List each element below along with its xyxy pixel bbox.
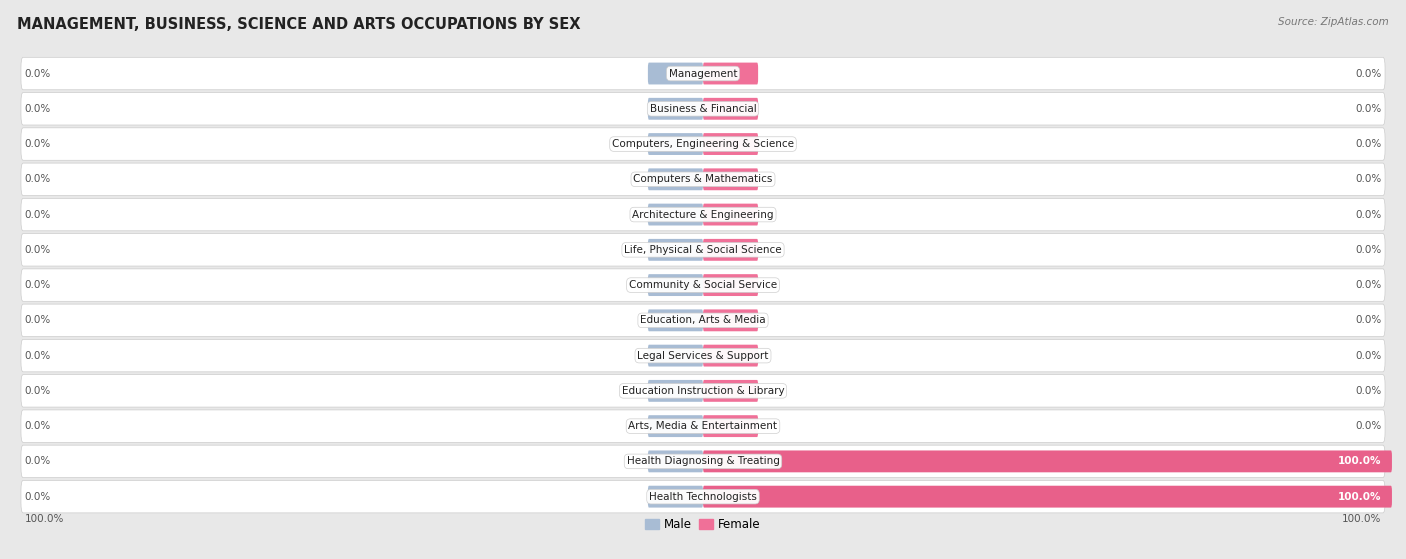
Text: 100.0%: 100.0%	[1339, 456, 1382, 466]
Text: 100.0%: 100.0%	[1343, 514, 1382, 524]
Legend: Male, Female: Male, Female	[641, 513, 765, 536]
Text: 0.0%: 0.0%	[1355, 421, 1382, 431]
Text: MANAGEMENT, BUSINESS, SCIENCE AND ARTS OCCUPATIONS BY SEX: MANAGEMENT, BUSINESS, SCIENCE AND ARTS O…	[17, 17, 581, 32]
Text: Health Technologists: Health Technologists	[650, 492, 756, 501]
FancyBboxPatch shape	[21, 375, 1385, 407]
Text: 0.0%: 0.0%	[24, 280, 51, 290]
Text: Computers, Engineering & Science: Computers, Engineering & Science	[612, 139, 794, 149]
FancyBboxPatch shape	[703, 345, 758, 367]
Text: Architecture & Engineering: Architecture & Engineering	[633, 210, 773, 220]
FancyBboxPatch shape	[21, 163, 1385, 196]
FancyBboxPatch shape	[21, 234, 1385, 266]
Text: Legal Services & Support: Legal Services & Support	[637, 350, 769, 361]
Text: 0.0%: 0.0%	[24, 492, 51, 501]
FancyBboxPatch shape	[648, 239, 703, 260]
FancyBboxPatch shape	[648, 63, 703, 84]
Text: Education Instruction & Library: Education Instruction & Library	[621, 386, 785, 396]
FancyBboxPatch shape	[703, 274, 758, 296]
FancyBboxPatch shape	[648, 380, 703, 402]
FancyBboxPatch shape	[703, 380, 758, 402]
FancyBboxPatch shape	[648, 345, 703, 367]
Text: 0.0%: 0.0%	[1355, 69, 1382, 78]
FancyBboxPatch shape	[703, 310, 758, 331]
Text: Arts, Media & Entertainment: Arts, Media & Entertainment	[628, 421, 778, 431]
FancyBboxPatch shape	[703, 98, 758, 120]
Text: 0.0%: 0.0%	[24, 174, 51, 184]
FancyBboxPatch shape	[703, 239, 758, 260]
FancyBboxPatch shape	[648, 451, 703, 472]
FancyBboxPatch shape	[21, 269, 1385, 301]
Text: 0.0%: 0.0%	[24, 456, 51, 466]
FancyBboxPatch shape	[21, 128, 1385, 160]
FancyBboxPatch shape	[703, 451, 1392, 472]
FancyBboxPatch shape	[703, 486, 1392, 508]
Text: Management: Management	[669, 69, 737, 78]
Text: 0.0%: 0.0%	[24, 210, 51, 220]
FancyBboxPatch shape	[648, 274, 703, 296]
FancyBboxPatch shape	[21, 480, 1385, 513]
Text: Education, Arts & Media: Education, Arts & Media	[640, 315, 766, 325]
FancyBboxPatch shape	[648, 203, 703, 225]
Text: 0.0%: 0.0%	[1355, 104, 1382, 114]
FancyBboxPatch shape	[21, 410, 1385, 442]
Text: 0.0%: 0.0%	[1355, 350, 1382, 361]
Text: 0.0%: 0.0%	[1355, 210, 1382, 220]
Text: 0.0%: 0.0%	[24, 350, 51, 361]
Text: 0.0%: 0.0%	[24, 104, 51, 114]
Text: 0.0%: 0.0%	[24, 245, 51, 255]
Text: 100.0%: 100.0%	[1339, 492, 1382, 501]
Text: Computers & Mathematics: Computers & Mathematics	[633, 174, 773, 184]
Text: 0.0%: 0.0%	[24, 421, 51, 431]
FancyBboxPatch shape	[21, 445, 1385, 477]
Text: Business & Financial: Business & Financial	[650, 104, 756, 114]
FancyBboxPatch shape	[703, 203, 758, 225]
Text: Community & Social Service: Community & Social Service	[628, 280, 778, 290]
FancyBboxPatch shape	[648, 168, 703, 190]
FancyBboxPatch shape	[21, 58, 1385, 90]
Text: 0.0%: 0.0%	[1355, 280, 1382, 290]
FancyBboxPatch shape	[648, 310, 703, 331]
FancyBboxPatch shape	[648, 133, 703, 155]
Text: 0.0%: 0.0%	[24, 386, 51, 396]
Text: 0.0%: 0.0%	[24, 315, 51, 325]
FancyBboxPatch shape	[703, 168, 758, 190]
Text: Life, Physical & Social Science: Life, Physical & Social Science	[624, 245, 782, 255]
Text: 0.0%: 0.0%	[1355, 139, 1382, 149]
Text: 0.0%: 0.0%	[1355, 174, 1382, 184]
FancyBboxPatch shape	[648, 486, 703, 508]
FancyBboxPatch shape	[703, 133, 758, 155]
Text: 0.0%: 0.0%	[24, 139, 51, 149]
Text: 0.0%: 0.0%	[1355, 245, 1382, 255]
FancyBboxPatch shape	[703, 63, 758, 84]
FancyBboxPatch shape	[21, 304, 1385, 337]
FancyBboxPatch shape	[648, 98, 703, 120]
FancyBboxPatch shape	[703, 415, 758, 437]
Text: Source: ZipAtlas.com: Source: ZipAtlas.com	[1278, 17, 1389, 27]
Text: Health Diagnosing & Treating: Health Diagnosing & Treating	[627, 456, 779, 466]
Text: 0.0%: 0.0%	[24, 69, 51, 78]
FancyBboxPatch shape	[648, 415, 703, 437]
Text: 100.0%: 100.0%	[24, 514, 63, 524]
FancyBboxPatch shape	[21, 93, 1385, 125]
Text: 0.0%: 0.0%	[1355, 315, 1382, 325]
FancyBboxPatch shape	[21, 198, 1385, 231]
FancyBboxPatch shape	[21, 339, 1385, 372]
Text: 0.0%: 0.0%	[1355, 386, 1382, 396]
